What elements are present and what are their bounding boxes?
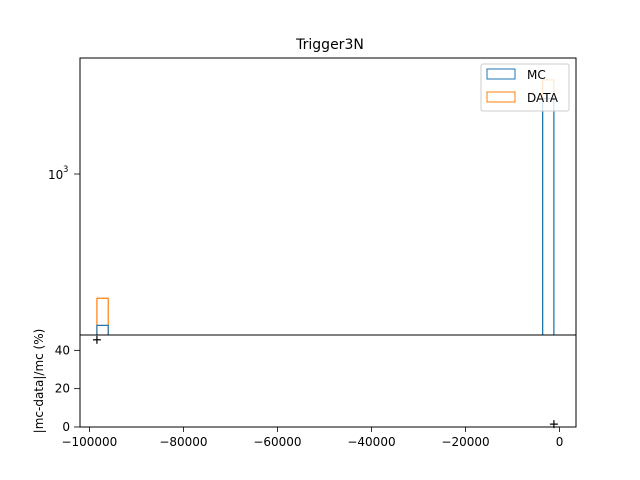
ratio-y-tick-label-20: 20	[55, 382, 70, 396]
ratio-y-tick-label-40: 40	[55, 343, 70, 357]
y-tick-label-1000-base: 10	[48, 168, 63, 182]
legend-swatch-data	[486, 91, 516, 103]
ratio-marker-1	[92, 335, 101, 344]
x-tick-label-6: 0	[556, 435, 564, 449]
x-tick-label-3: −60000	[253, 435, 301, 449]
legend-label-mc: MC	[527, 68, 546, 82]
x-ticks: −100000 −80000 −60000 −40000 −20000 0	[61, 427, 563, 449]
histogram-bar-mc-1	[96, 324, 109, 335]
chart-title: Trigger3N	[295, 37, 364, 53]
ratio-panel: 0 20 40 −100000 −80000 −60000 −40000 −20000 0 |…	[32, 329, 577, 449]
y-tick-label-1000-exponent: 3	[63, 165, 68, 175]
x-tick-label-1: −100000	[61, 435, 117, 449]
x-tick-label-5: −20000	[441, 435, 489, 449]
legend-swatch-mc	[486, 68, 516, 80]
x-tick-label-2: −80000	[159, 435, 207, 449]
ratio-axes-frame	[79, 334, 577, 428]
ratio-y-ticks: 0 20 40	[55, 343, 80, 434]
legend-box	[480, 63, 570, 112]
legend-label-data: DATA	[527, 91, 559, 105]
ratio-plot-area	[80, 335, 576, 427]
histogram-panel: 10 3 MC DATA	[48, 57, 577, 336]
legend: MC DATA	[480, 63, 570, 112]
ratio-y-tick-label-0: 0	[62, 420, 70, 434]
histogram-bar-data-1	[96, 297, 109, 335]
x-tick-label-4: −40000	[347, 435, 395, 449]
ratio-y-axis-label: |mc-data|/mc (%)	[32, 329, 46, 434]
